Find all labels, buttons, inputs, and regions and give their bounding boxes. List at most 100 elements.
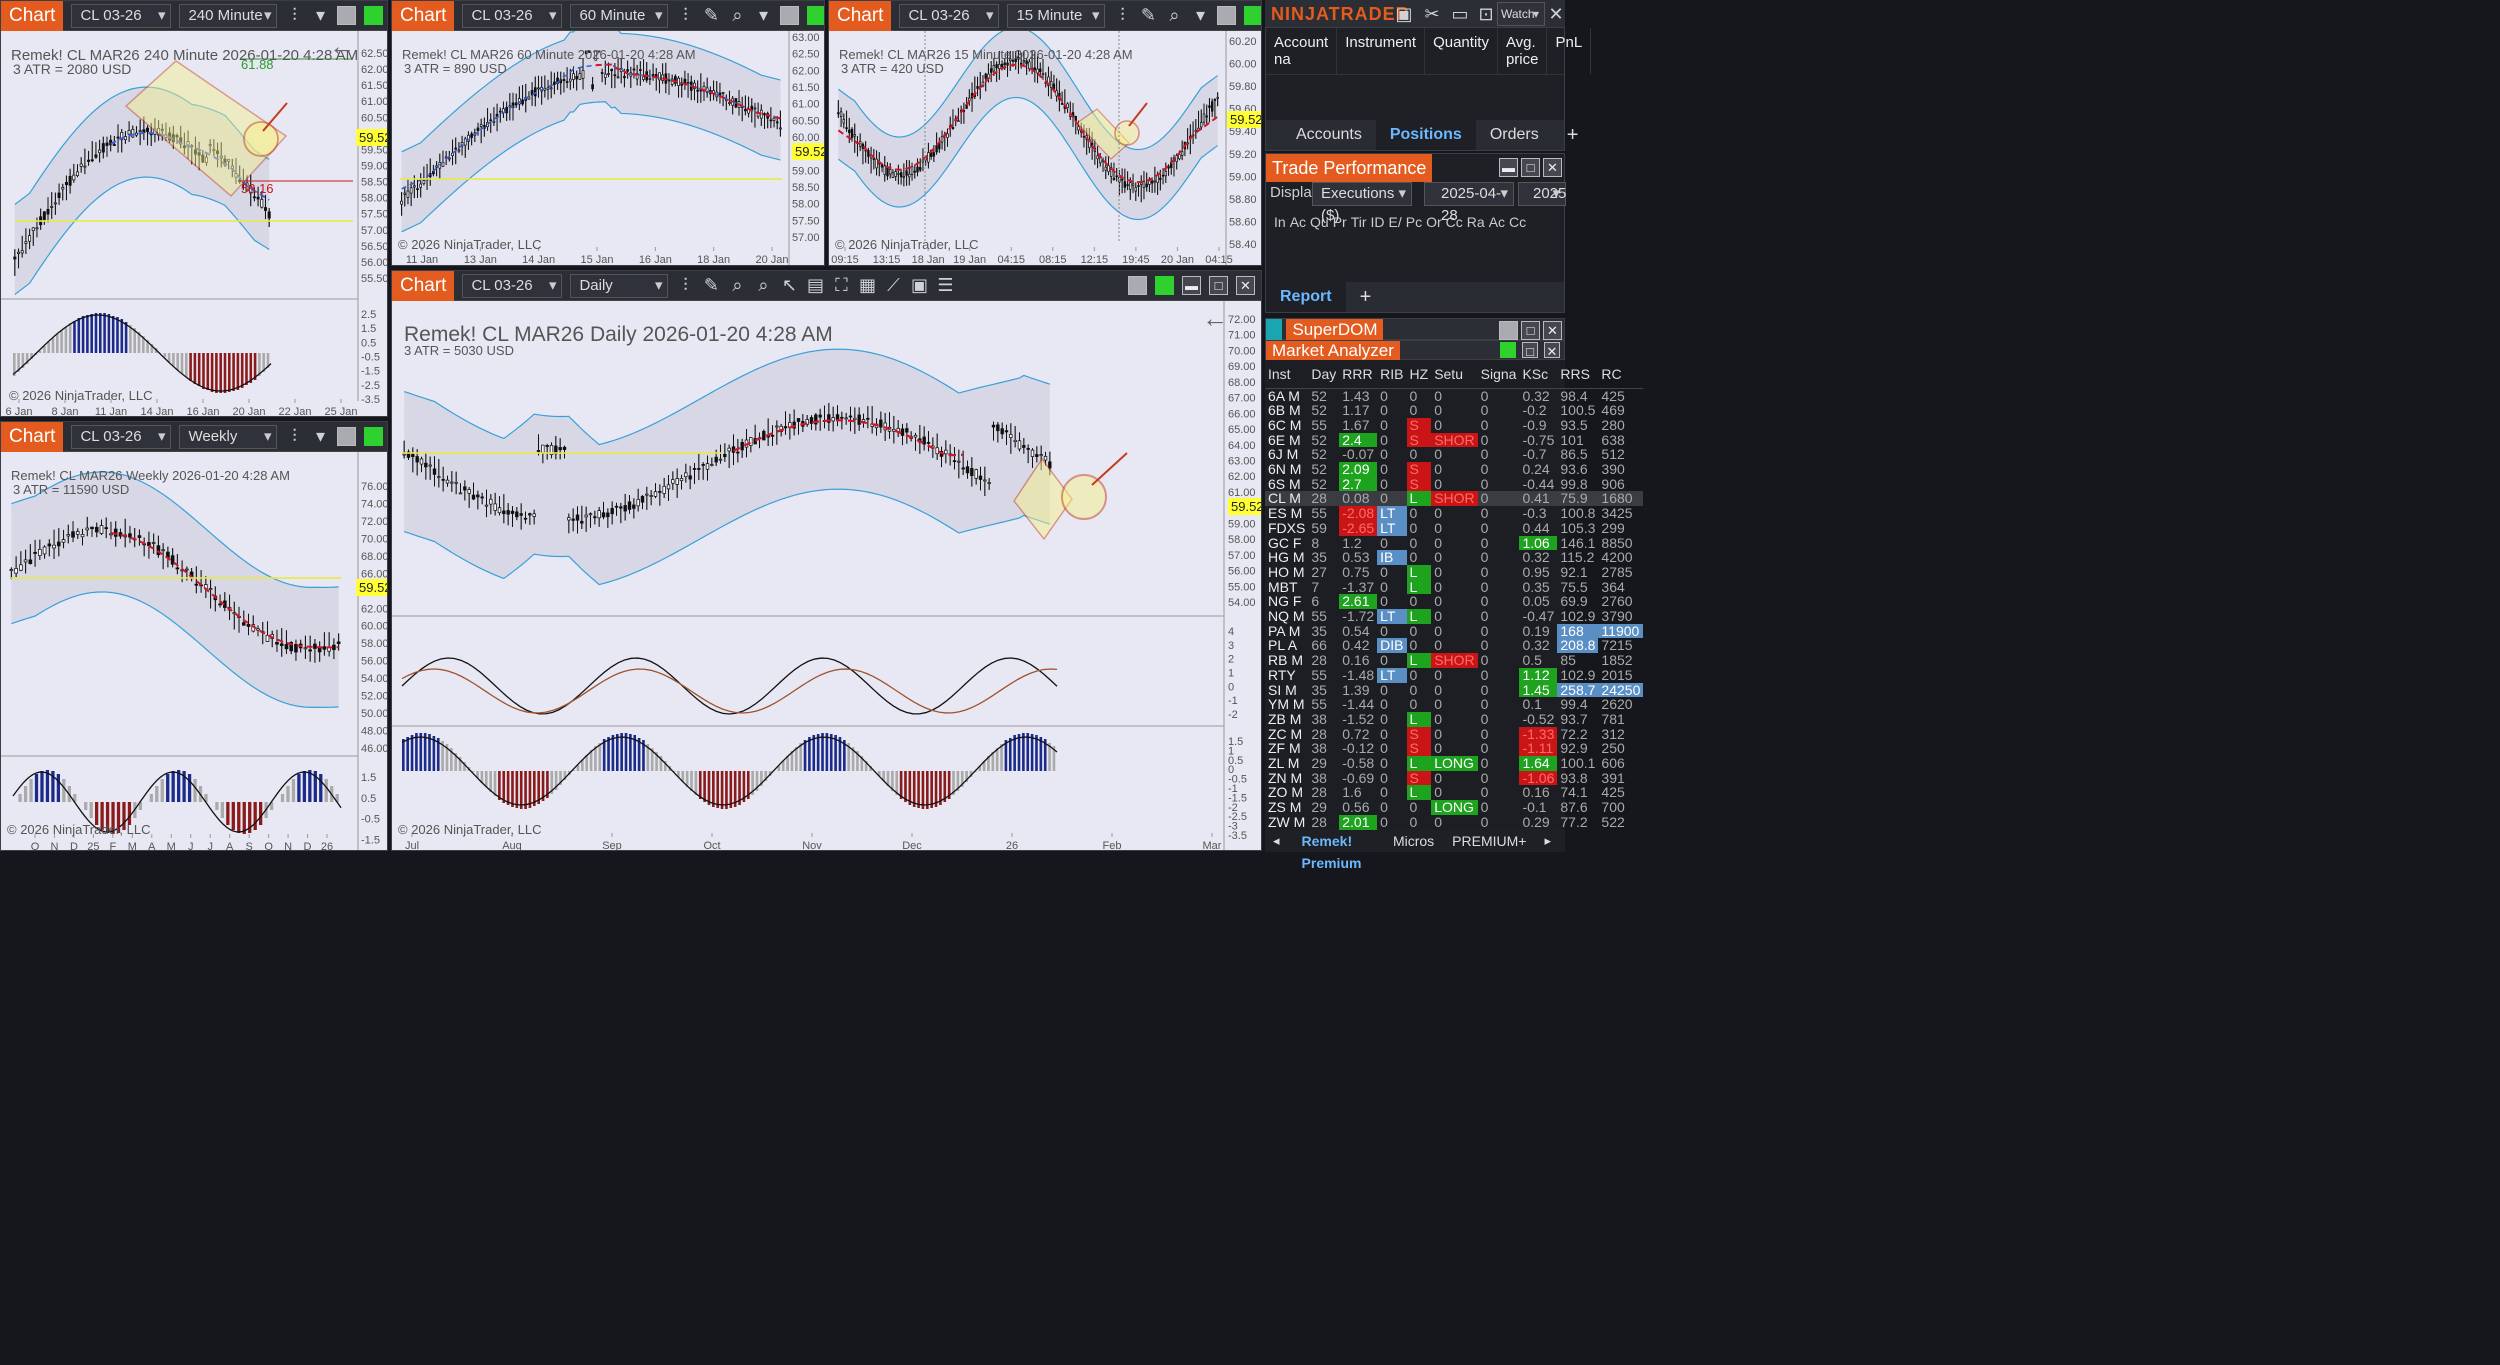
bar-type-icon[interactable]: ⫶ [683,5,688,25]
back-arrow-icon[interactable]: ← [1202,303,1228,333]
tab-premium-plus[interactable]: PREMIUM+ [1452,833,1527,849]
chart-plot-area[interactable]: 60.20 60.00 59.80 59.60 59.40 59.20 59.00 58.80… [829,31,1261,265]
column-header[interactable]: Qu [1310,214,1329,230]
zoom-icon[interactable]: ⌕ [732,5,743,25]
bar-type-icon[interactable]: ⫶ [683,275,688,295]
list-icon[interactable]: ☰ [937,275,954,295]
price-chart-svg[interactable]: 76.0074.0072.0070.0068.0066.0064.0062.00… [1,452,388,851]
chart-trader-icon[interactable]: ⟋ [887,275,900,295]
column-header[interactable]: Ac [1289,214,1307,230]
display-select[interactable]: Executions ($) [1312,182,1412,224]
table-row[interactable]: ES M 55 -2.08 LT 0 0 0 -0.3 100.8 3425 [1265,506,1643,521]
interval-select[interactable]: 15 Minute [1007,3,1106,28]
indicators-icon[interactable]: ⛶ [835,275,848,295]
price-chart-svg[interactable]: 60.2060.0059.8059.6059.4059.2059.0058.80… [829,31,1262,266]
close-button[interactable]: ✕ [1236,276,1255,295]
price-chart-svg[interactable]: 62.5062.0061.5061.0060.5060.0059.5059.00… [1,31,388,417]
minimize-button[interactable]: ▬ [1499,158,1518,177]
table-row[interactable]: ZS M 29 0.56 0 0 LONG 0 -0.1 87.6 700 [1265,800,1643,815]
from-date-picker[interactable]: 2025-04-28 [1424,182,1514,224]
table-row[interactable]: ZO M 28 1.6 0 L 0 0 0.16 74.1 425 [1265,785,1643,801]
price-chart-svg[interactable]: 63.0062.5062.0061.5061.0060.5060.0059.50… [392,31,825,266]
table-row[interactable]: ZN M 38 -0.69 0 S 0 0 -1.06 93.8 391 [1265,770,1643,786]
workspaces-icon[interactable]: ▭ [1451,4,1469,24]
close-button[interactable]: ✕ [1543,321,1562,340]
window-link-grey[interactable] [1499,321,1518,340]
price-chart-svg[interactable]: 72.00 71.00 70.00 69.00 68.00 67.00 66.00 65.00… [392,301,1262,851]
column-header[interactable]: KSc [1519,360,1558,389]
tab-accounts[interactable]: Accounts [1296,126,1362,143]
table-row[interactable]: FDXS 59 -2.65 LT 0 0 0 0.44 105.3 299 [1265,520,1643,536]
table-row[interactable]: HG M 35 0.53 IB 0 0 0 0.32 115.2 4200 [1265,550,1643,565]
tab-scroll-right[interactable]: ▸ [1544,833,1551,848]
new-icon[interactable]: ▣ [1395,4,1413,24]
instrument-select[interactable]: CL 03-26 [462,273,563,298]
draw-pencil-icon[interactable]: ✎ [703,5,720,25]
table-row[interactable]: CL M 28 0.08 0 L SHOR 0 0.41 75.9 1680 [1265,491,1644,507]
window-link-green[interactable] [364,427,384,446]
chart-tab[interactable]: Chart [1,422,64,452]
instrument-select[interactable]: CL 03-26 [71,3,172,28]
strategies-icon[interactable]: ▦ [858,275,876,295]
draw-pencil-icon[interactable]: ✎ [1140,5,1157,25]
table-row[interactable]: ZB M 38 -1.52 0 L 0 0 -0.52 93.7 781 [1265,711,1643,727]
tab-scroll-left[interactable]: ◂ [1273,833,1280,848]
column-header[interactable]: RC [1598,360,1644,389]
watch-button[interactable]: Watch [1497,2,1545,26]
window-link-grey[interactable] [780,6,800,25]
chart-plot-area[interactable]: 76.0074.0072.0070.0068.0066.0064.0062.00… [1,452,387,850]
window-link-green[interactable] [1155,276,1174,295]
instrument-select[interactable]: CL 03-26 [899,3,1000,28]
table-row[interactable]: RTY 55 -1.48 LT 0 0 0 1.12 102.9 2015 [1265,667,1643,683]
tab-positions[interactable]: Positions [1375,120,1476,150]
instrument-select[interactable]: CL 03-26 [71,424,172,449]
table-row[interactable]: ZL M 29 -0.58 0 L LONG 0 1.64 100.1 606 [1265,756,1643,771]
column-header[interactable]: Day [1308,360,1340,389]
maximize-button[interactable]: □ [1521,158,1540,177]
table-row[interactable]: ZC M 28 0.72 0 S 0 0 -1.33 72.2 312 [1265,726,1643,742]
close-icon[interactable]: ✕ [1548,4,1564,24]
zoom-out-icon[interactable]: ⌕ [758,275,769,295]
column-header[interactable]: Setu [1431,360,1478,389]
chart-plot-area[interactable]: 62.5062.0061.5061.0060.5060.0059.5059.00… [1,31,387,416]
chevron-down-icon[interactable]: ▾ [1195,5,1205,25]
back-arrow-icon[interactable]: ← [329,31,355,61]
instrument-select[interactable]: CL 03-26 [462,3,563,28]
column-pnl[interactable]: PnL [1547,28,1592,74]
maximize-button[interactable]: □ [1522,342,1538,359]
window-link-green[interactable] [807,6,824,25]
maximize-button[interactable]: □ [1521,321,1540,340]
table-row[interactable]: HO M 27 0.75 0 L 0 0 0.95 92.1 2785 [1265,564,1643,580]
table-row[interactable]: 6S M 52 2.7 0 S 0 0 -0.44 99.8 906 [1265,476,1643,492]
window-link-green[interactable] [1500,342,1516,358]
add-tab-button[interactable]: + [1359,285,1372,308]
column-header[interactable]: Tir [1350,214,1367,230]
column-header[interactable]: HZ [1406,360,1432,389]
chevron-down-icon[interactable]: ▾ [315,5,325,25]
window-link-green[interactable] [364,6,384,25]
minimize-button[interactable]: ▬ [1182,276,1201,295]
chart-plot-area[interactable]: 72.00 71.00 70.00 69.00 68.00 67.00 66.00 65.00… [392,301,1261,850]
chart-tab[interactable]: Chart [392,1,455,31]
column-header[interactable]: ID [1370,214,1385,230]
column-avg-price[interactable]: Avg. price [1498,28,1548,74]
column-header[interactable]: Ac [1488,214,1506,230]
table-row[interactable]: 6B M 52 1.17 0 0 0 0 -0.2 100.5 469 [1265,403,1643,418]
window-link-grey[interactable] [337,6,357,25]
bar-type-icon[interactable]: ⫶ [292,5,297,25]
table-row[interactable]: PL A 66 0.42 DIB 0 0 0 0.32 208.8 7215 [1265,638,1643,654]
column-header[interactable]: In [1274,214,1286,230]
table-row[interactable]: GC F 8 1.2 0 0 0 0 1.06 146.1 8850 [1265,535,1643,551]
table-row[interactable]: YM M 55 -1.44 0 0 0 0 0.1 99.4 2620 [1265,697,1643,712]
bar-type-icon[interactable]: ⫶ [292,426,297,446]
column-header[interactable]: Signa [1477,360,1520,389]
properties-icon[interactable]: ▤ [806,275,824,295]
column-header[interactable]: Cc [1445,214,1463,230]
chart-tab[interactable]: Chart [829,1,892,31]
interval-select[interactable]: Weekly [179,424,278,449]
table-row[interactable]: NG F 6 2.61 0 0 0 0 0.05 69.9 2760 [1265,594,1643,610]
add-tab-button[interactable]: + [1566,123,1579,146]
tab-remek-premium[interactable]: Remek! Premium [1287,830,1379,871]
interval-select[interactable]: 240 Minute [179,3,278,28]
chart-tab[interactable]: Chart [1,1,64,31]
